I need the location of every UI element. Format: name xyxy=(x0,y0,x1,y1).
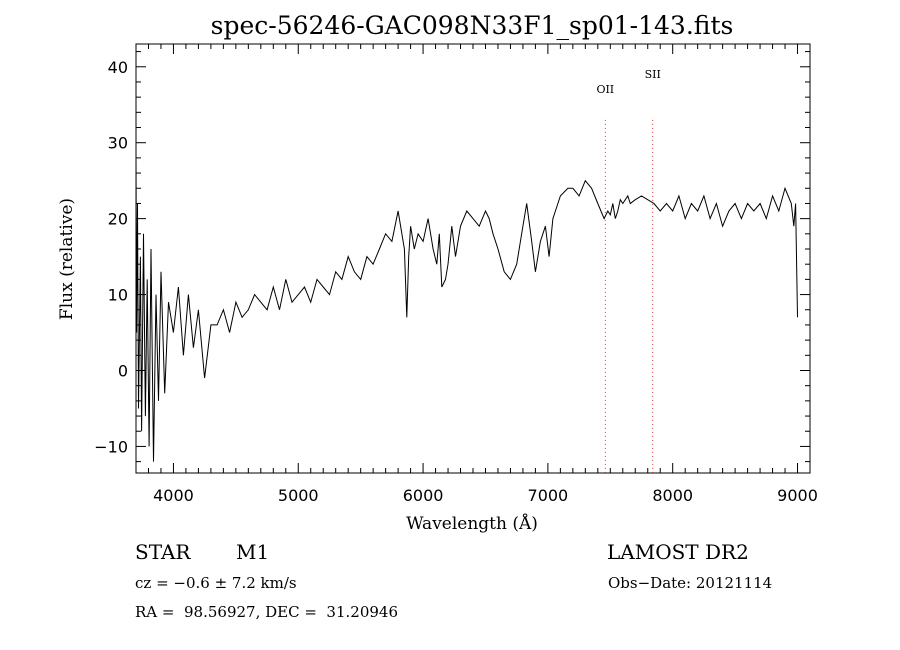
survey-label: LAMOST DR2 xyxy=(607,540,749,564)
spectrum-chart: spec-56246-GAC098N33F1_sp01-143.fits 400… xyxy=(57,11,818,534)
emission-line-markers: OII SII xyxy=(596,68,661,473)
x-tick-label: 5000 xyxy=(278,486,319,505)
redshift-velocity: cz = −0.6 ± 7.2 km/s xyxy=(135,574,297,592)
y-axis-label: Flux (relative) xyxy=(57,198,77,320)
y-tick-label: 0 xyxy=(118,361,128,380)
minor-ticks xyxy=(135,44,811,473)
x-tick-label: 6000 xyxy=(403,486,444,505)
y-tick-label: 30 xyxy=(108,134,128,153)
x-tick-labels: 4000 5000 6000 7000 8000 9000 xyxy=(153,486,818,505)
x-axis-label: Wavelength (Å) xyxy=(406,513,538,534)
observation-date: Obs−Date: 20121114 xyxy=(608,574,773,592)
y-tick-label: 10 xyxy=(108,286,128,305)
x-tick-label: 9000 xyxy=(777,486,818,505)
y-tick-label: −10 xyxy=(94,437,128,456)
spectrum-line xyxy=(135,157,798,462)
plot-frame xyxy=(135,43,811,474)
major-ticks xyxy=(136,44,810,473)
sky-coordinates: RA = 98.56927, DEC = 31.20946 xyxy=(135,603,399,621)
y-tick-label: 20 xyxy=(108,210,128,229)
object-subclass: M1 xyxy=(236,540,270,564)
y-tick-label: 40 xyxy=(108,58,128,77)
x-tick-label: 7000 xyxy=(528,486,569,505)
chart-title: spec-56246-GAC098N33F1_sp01-143.fits xyxy=(211,11,734,40)
x-tick-label: 4000 xyxy=(153,486,194,505)
y-tick-labels: −10 0 10 20 30 40 xyxy=(94,58,128,457)
x-tick-label: 8000 xyxy=(652,486,693,505)
line-marker-label: SII xyxy=(645,68,661,81)
line-marker-label: OII xyxy=(596,83,614,96)
series-layer xyxy=(135,157,798,462)
object-class: STAR xyxy=(135,540,191,564)
